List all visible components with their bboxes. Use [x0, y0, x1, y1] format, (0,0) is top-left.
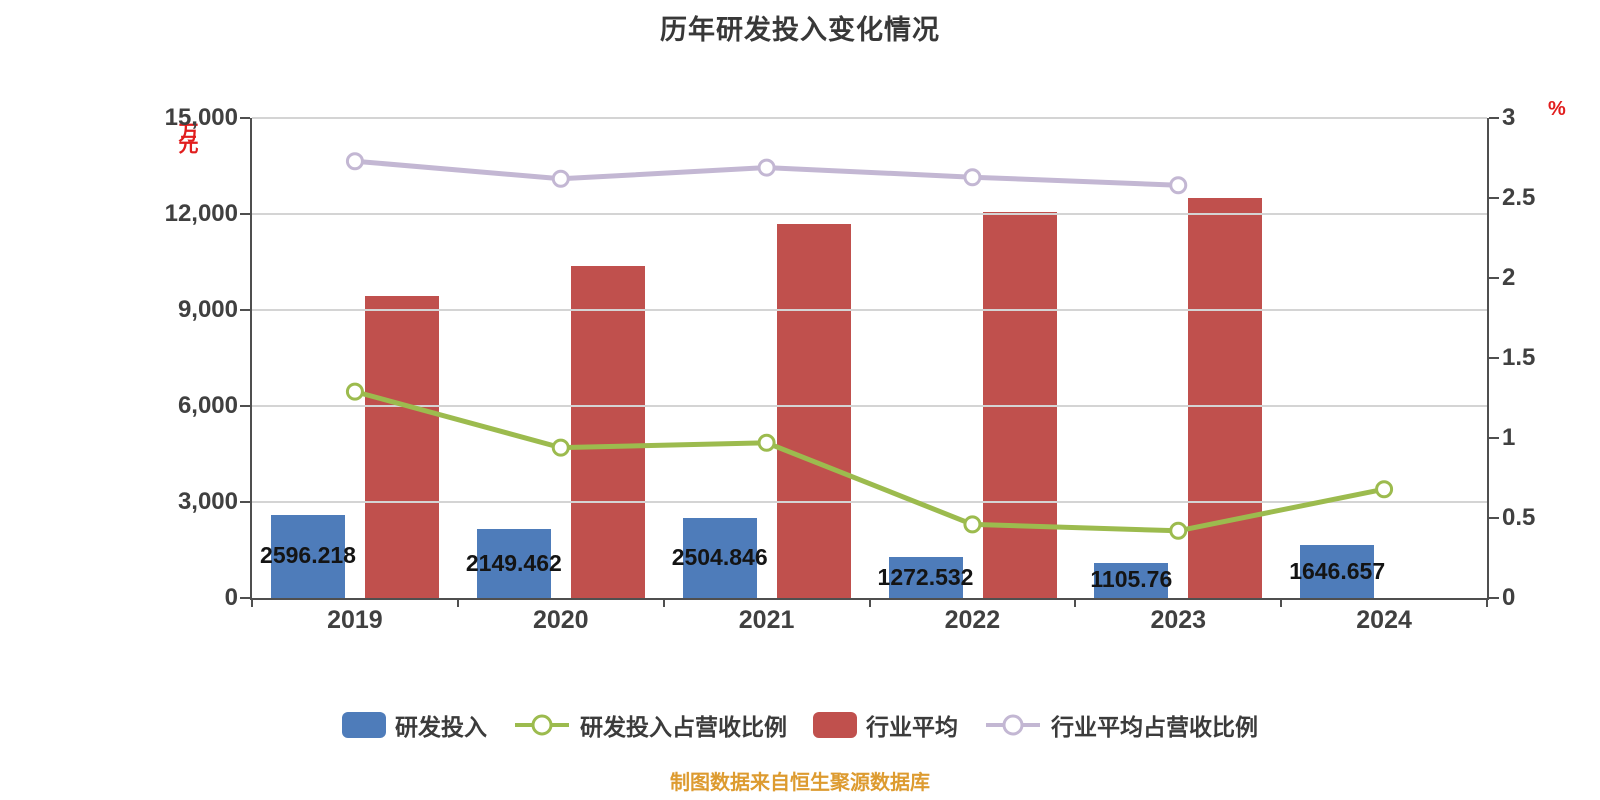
left-axis-tick-label: 12,000 [164, 200, 238, 227]
line-marker [963, 168, 982, 187]
right-tick [1489, 277, 1499, 279]
x-tick [662, 598, 665, 607]
x-axis-category-label: 2022 [944, 606, 1001, 634]
x-axis-category-label: 2021 [738, 606, 795, 634]
x-axis-category-label: 2020 [532, 606, 589, 634]
gridline [252, 309, 1487, 311]
right-axis-tick-label: 3 [1502, 104, 1516, 131]
legend-item: 研发投入 [342, 708, 487, 742]
legend-item: 行业平均占营收比例 [984, 708, 1258, 742]
bar-rnd-investment [476, 529, 551, 598]
x-axis-category-label: 2023 [1150, 606, 1207, 634]
legend-bar-swatch [342, 712, 386, 738]
right-axis-tick-label: 1 [1502, 424, 1516, 451]
left-tick [240, 405, 250, 407]
data-source-note: 制图数据来自恒生聚源数据库 [670, 772, 930, 794]
bar-value-label: 1105.76 [1090, 566, 1173, 593]
right-tick [1489, 517, 1499, 519]
bar-value-label: 2504.846 [671, 543, 768, 570]
bar-value-label: 2596.218 [260, 542, 356, 569]
y-axis-right [1487, 118, 1489, 600]
gridline [252, 213, 1487, 215]
right-tick [1489, 597, 1499, 599]
right-tick [1489, 357, 1499, 359]
gridline [252, 501, 1487, 503]
line-marker [551, 438, 570, 457]
x-tick [1486, 598, 1488, 607]
line-marker [757, 158, 776, 177]
legend-label: 行业平均占营收比例 [1051, 714, 1258, 740]
left-tick [240, 501, 250, 503]
legend-label: 研发投入 [395, 714, 487, 740]
bar-value-label: 1646.657 [1289, 557, 1386, 584]
x-tick [1074, 598, 1077, 607]
left-tick [240, 597, 250, 599]
x-tick [251, 598, 253, 607]
bar-rnd-investment [1300, 545, 1375, 598]
right-tick [1489, 117, 1499, 119]
gridline [252, 405, 1487, 407]
right-axis-unit-label: % [1548, 98, 1566, 120]
left-axis-unit-label: 万元 [175, 122, 197, 146]
left-tick [240, 117, 250, 119]
legend-item: 研发投入占营收比例 [513, 708, 787, 742]
x-axis-category-label: 2024 [1356, 606, 1412, 634]
right-axis-tick-label: 2.5 [1502, 184, 1536, 211]
legend-item: 行业平均 [813, 708, 958, 742]
legend-bar-swatch [813, 712, 857, 738]
right-tick [1489, 437, 1499, 439]
left-tick [240, 213, 250, 215]
right-axis-tick-label: 2 [1502, 264, 1516, 291]
line-marker [1169, 521, 1188, 540]
bar-industry-average [1188, 198, 1263, 598]
bar-value-label: 1272.532 [877, 563, 974, 590]
left-axis-tick-label: 0 [224, 584, 238, 611]
left-axis-tick-label: 3,000 [177, 488, 238, 515]
y-axis-left [250, 118, 252, 600]
line-marker [757, 433, 776, 452]
bar-rnd-investment [271, 514, 345, 598]
line-marker [345, 152, 364, 171]
legend-line-swatch [986, 714, 1040, 736]
right-tick [1489, 197, 1499, 199]
x-tick [456, 598, 459, 607]
bar-industry-average [776, 223, 851, 598]
line-marker [1169, 176, 1188, 195]
line-行业平均占营收比例 [354, 158, 1179, 188]
line-marker [551, 169, 570, 188]
left-axis-tick-label: 6,000 [177, 392, 238, 419]
left-axis-tick-label: 9,000 [177, 296, 238, 323]
left-tick [240, 309, 250, 311]
right-axis-tick-label: 0 [1502, 584, 1516, 611]
line-marker [1375, 480, 1394, 499]
left-axis-tick-label: 15,000 [164, 104, 238, 131]
legend-label: 行业平均 [866, 714, 958, 740]
legend-label: 研发投入占营收比例 [580, 714, 787, 740]
line-marker [345, 382, 364, 401]
right-axis-tick-label: 0.5 [1502, 504, 1536, 531]
x-tick [868, 598, 871, 607]
chart-title: 历年研发投入变化情况 [660, 15, 940, 45]
legend-line-swatch [515, 714, 569, 736]
x-tick [1280, 598, 1283, 607]
x-axis-category-label: 2019 [327, 606, 383, 634]
legend: 研发投入 研发投入占营收比例 行业平均 行业平均占营收比例 [0, 704, 1600, 746]
bar-rnd-investment [1094, 562, 1169, 598]
right-axis-tick-label: 1.5 [1502, 344, 1536, 371]
gridline [252, 117, 1487, 119]
bar-rnd-investment [888, 557, 963, 598]
line-marker [963, 515, 982, 534]
bar-value-label: 2149.462 [465, 549, 562, 576]
